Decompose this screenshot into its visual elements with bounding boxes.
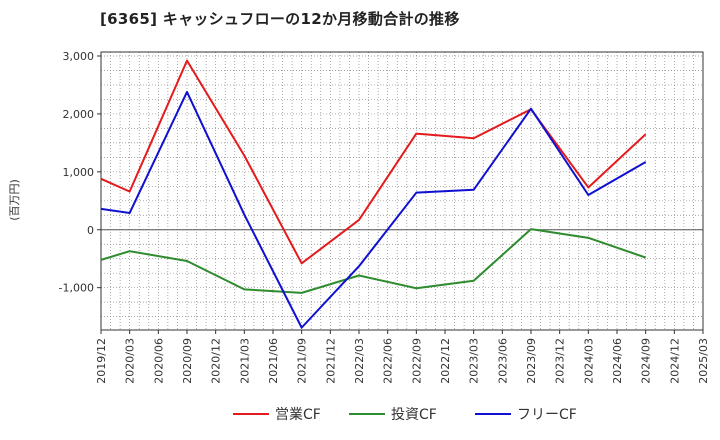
x-tick-label: 2024/06 xyxy=(611,338,624,384)
legend-label-営業CF: 営業CF xyxy=(275,407,321,423)
x-tick-label: 2023/06 xyxy=(496,338,509,384)
x-tick-label: 2022/12 xyxy=(439,338,452,384)
series-line-フリーCF xyxy=(100,90,647,329)
plot-frame xyxy=(100,51,704,331)
y-tick-labels: 3,000 2,000 1,000 0 -1,000 xyxy=(59,50,101,295)
x-tick-label: 2020/03 xyxy=(124,338,137,384)
x-tick-label: 2022/03 xyxy=(353,338,366,384)
x-tick-label: 2021/12 xyxy=(324,338,337,384)
y-tick-label: -1,000 xyxy=(59,282,94,295)
x-tick-label: 2024/03 xyxy=(582,338,595,384)
x-tick-label: 2021/06 xyxy=(267,338,280,384)
x-tick-label: 2022/09 xyxy=(410,338,423,384)
axes xyxy=(100,51,704,331)
x-tick-label: 2020/06 xyxy=(152,338,165,384)
x-tick-label: 2022/06 xyxy=(382,338,395,384)
chart-title: [6365] キャッシュフローの12か月移動合計の推移 xyxy=(100,10,460,28)
legend: 営業CF 投資CF フリーCF xyxy=(233,407,577,423)
x-tick-labels: 2019/12 2020/03 2020/06 2020/09 2020/12 2021/… xyxy=(95,330,710,384)
x-tick-label: 2020/12 xyxy=(210,338,223,384)
series-lines xyxy=(100,59,647,329)
y-tick-label: 1,000 xyxy=(63,166,95,179)
y-tick-label: 0 xyxy=(87,224,94,237)
y-axis-label: (百万円) xyxy=(8,179,21,221)
series-line-営業CF xyxy=(100,59,647,265)
y-tick-label: 3,000 xyxy=(63,50,95,63)
x-tick-label: 2021/09 xyxy=(296,338,309,384)
x-tick-label: 2021/03 xyxy=(238,338,251,384)
x-tick-label: 2020/09 xyxy=(181,338,194,384)
x-tick-label: 2023/09 xyxy=(525,338,538,384)
x-tick-label: 2024/12 xyxy=(668,338,681,384)
grid xyxy=(100,52,704,330)
x-tick-label: 2025/03 xyxy=(697,338,710,384)
x-tick-label: 2023/03 xyxy=(468,338,481,384)
legend-label-投資CF: 投資CF xyxy=(391,407,437,423)
x-tick-label: 2024/09 xyxy=(640,338,653,384)
x-tick-label: 2019/12 xyxy=(95,338,108,384)
y-tick-label: 2,000 xyxy=(63,108,95,121)
x-tick-label: 2023/12 xyxy=(554,338,567,384)
series-line-投資CF xyxy=(100,228,646,294)
legend-label-フリーCF: フリーCF xyxy=(517,407,577,423)
